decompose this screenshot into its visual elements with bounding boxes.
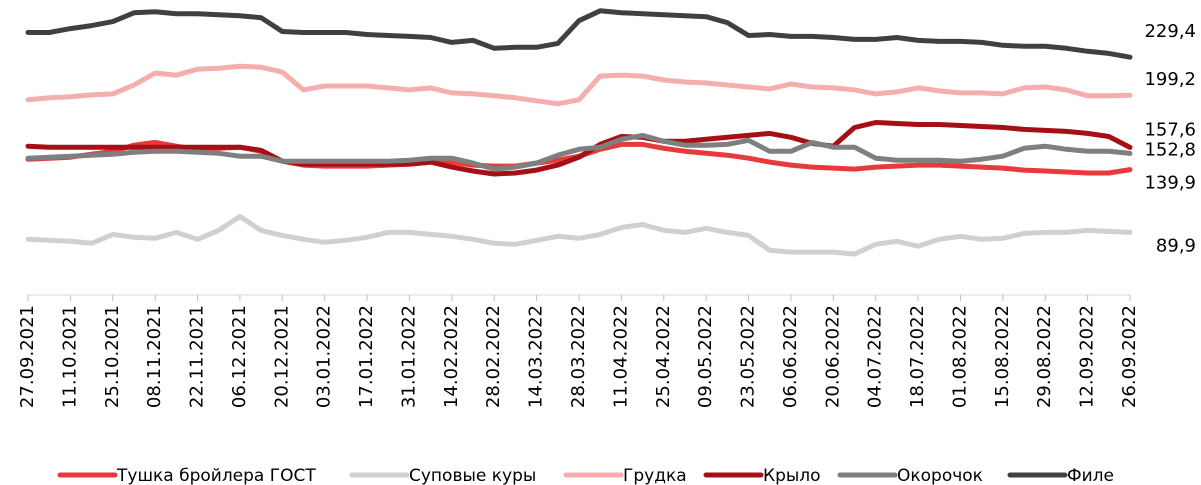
legend-label: Филе xyxy=(1067,466,1114,485)
x-tick-label: 08.11.2021 xyxy=(144,305,165,408)
x-tick-label: 25.04.2022 xyxy=(653,305,674,408)
x-tick-label: 27.09.2021 xyxy=(17,305,38,408)
series-line xyxy=(25,214,1133,257)
x-tick-label: 09.05.2022 xyxy=(695,305,716,408)
x-tick-label: 14.02.2022 xyxy=(441,305,462,408)
value-label: 139,9 xyxy=(1144,173,1196,194)
x-tick-label: 28.03.2022 xyxy=(568,305,589,408)
x-tick-label: 20.12.2021 xyxy=(271,305,292,408)
legend-label: Грудка xyxy=(623,466,687,485)
x-tick-label: 20.06.2022 xyxy=(822,305,843,408)
x-tick-label: 15.08.2022 xyxy=(992,305,1013,408)
series-line xyxy=(25,132,1133,172)
x-tick-label: 12.09.2022 xyxy=(1077,305,1098,408)
x-tick-label: 26.09.2022 xyxy=(1119,305,1140,408)
legend-label: Окорочок xyxy=(897,466,983,485)
x-tick-label: 29.08.2022 xyxy=(1034,305,1055,408)
x-tick-label: 25.10.2021 xyxy=(102,305,123,408)
x-tick-label: 18.07.2022 xyxy=(907,305,928,408)
x-tick-label: 03.01.2022 xyxy=(314,305,335,408)
x-tick-label: 28.02.2022 xyxy=(483,305,504,408)
x-tick-label: 17.01.2022 xyxy=(356,305,377,408)
x-tick-label: 11.04.2022 xyxy=(610,305,631,408)
x-tick-label: 06.12.2021 xyxy=(229,305,250,408)
legend-label: Суповые куры xyxy=(409,466,536,485)
x-tick-label: 04.07.2022 xyxy=(865,305,886,408)
x-tick-label: 01.08.2022 xyxy=(949,305,970,408)
value-label: 157,6 xyxy=(1144,119,1196,140)
x-tick-label: 11.10.2021 xyxy=(59,305,80,408)
series-line xyxy=(25,63,1133,107)
value-label: 229,4 xyxy=(1144,21,1196,42)
x-tick-label: 23.05.2022 xyxy=(738,305,759,408)
x-tick-label: 31.01.2022 xyxy=(398,305,419,408)
value-label: 199,2 xyxy=(1144,69,1196,90)
x-tick-label: 06.06.2022 xyxy=(780,305,801,408)
legend-label: Тушка бройлера ГОСТ xyxy=(116,466,316,485)
x-tick-label: 14.03.2022 xyxy=(526,305,547,408)
legend-label: Крыло xyxy=(763,466,821,485)
value-label: 152,8 xyxy=(1144,139,1196,160)
value-label: 89,9 xyxy=(1156,235,1196,256)
series-line xyxy=(25,120,1133,177)
x-tick-label: 22.11.2021 xyxy=(187,305,208,408)
series-line xyxy=(25,8,1133,60)
